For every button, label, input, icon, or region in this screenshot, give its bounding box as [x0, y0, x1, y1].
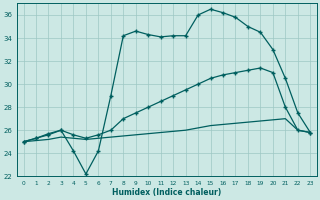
X-axis label: Humidex (Indice chaleur): Humidex (Indice chaleur): [112, 188, 221, 197]
